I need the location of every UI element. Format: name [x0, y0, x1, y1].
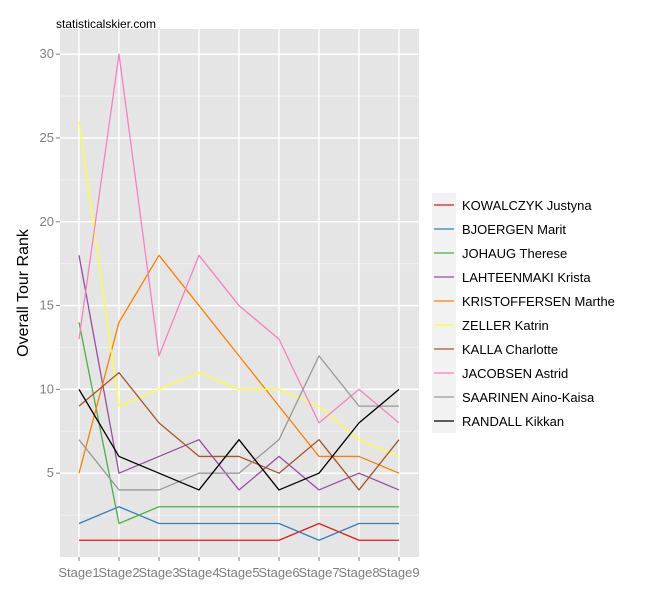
y-tick-label: 15 — [40, 298, 54, 313]
x-tick-label: Stage7 — [298, 565, 339, 580]
series-line — [78, 388, 400, 491]
series-line — [78, 355, 399, 491]
x-tick-label: Stage5 — [218, 565, 259, 580]
series-line — [78, 255, 400, 491]
legend-label: KRISTOFFERSEN Marthe — [462, 294, 615, 309]
y-tick-label: 10 — [40, 381, 54, 396]
legend-label: BJOERGEN Marit — [462, 222, 566, 237]
series-lines — [78, 53, 400, 541]
y-axis: 5 10 15 20 25 30 — [40, 46, 60, 480]
legend-label: LAHTEENMAKI Krista — [462, 270, 591, 285]
x-tick-label: Stage1 — [58, 565, 99, 580]
y-axis-title: Overall Tour Rank — [15, 228, 32, 357]
x-tick-label: Stage9 — [378, 565, 419, 580]
series-line — [78, 322, 399, 525]
x-tick-label: Stage3 — [138, 565, 179, 580]
x-tick-label: Stage2 — [98, 565, 139, 580]
y-tick-label: 30 — [40, 46, 54, 61]
legend-label: RANDALL Kikkan — [462, 414, 564, 429]
legend-label: ZELLER Katrin — [462, 318, 549, 333]
legend-label: KALLA Charlotte — [462, 342, 558, 357]
major-gridlines — [60, 29, 419, 557]
series-line — [78, 254, 400, 474]
legend-label: SAARINEN Aino-Kaisa — [462, 390, 595, 405]
y-tick-label: 5 — [47, 465, 54, 480]
credit-text: statisticalskier.com — [56, 17, 156, 31]
series-line — [79, 522, 399, 541]
y-tick-label: 20 — [40, 214, 54, 229]
series-line — [78, 53, 400, 424]
x-tick-label: Stage8 — [338, 565, 379, 580]
legend-label: JOHAUG Therese — [462, 246, 567, 261]
series-line — [78, 506, 399, 541]
series-line — [78, 371, 400, 491]
legend-key-background — [432, 193, 456, 433]
series-line — [78, 121, 400, 458]
legend: KOWALCZYK Justyna BJOERGEN Marit JOHAUG Th… — [432, 193, 615, 433]
x-axis: Stage1Stage2Stage3Stage4Stage5Stage6Stag… — [58, 557, 420, 580]
x-tick-label: Stage6 — [258, 565, 299, 580]
x-tick-label: Stage4 — [178, 565, 219, 580]
legend-label: KOWALCZYK Justyna — [462, 198, 592, 213]
y-tick-label: 25 — [40, 130, 54, 145]
legend-label: JACOBSEN Astrid — [462, 366, 568, 381]
